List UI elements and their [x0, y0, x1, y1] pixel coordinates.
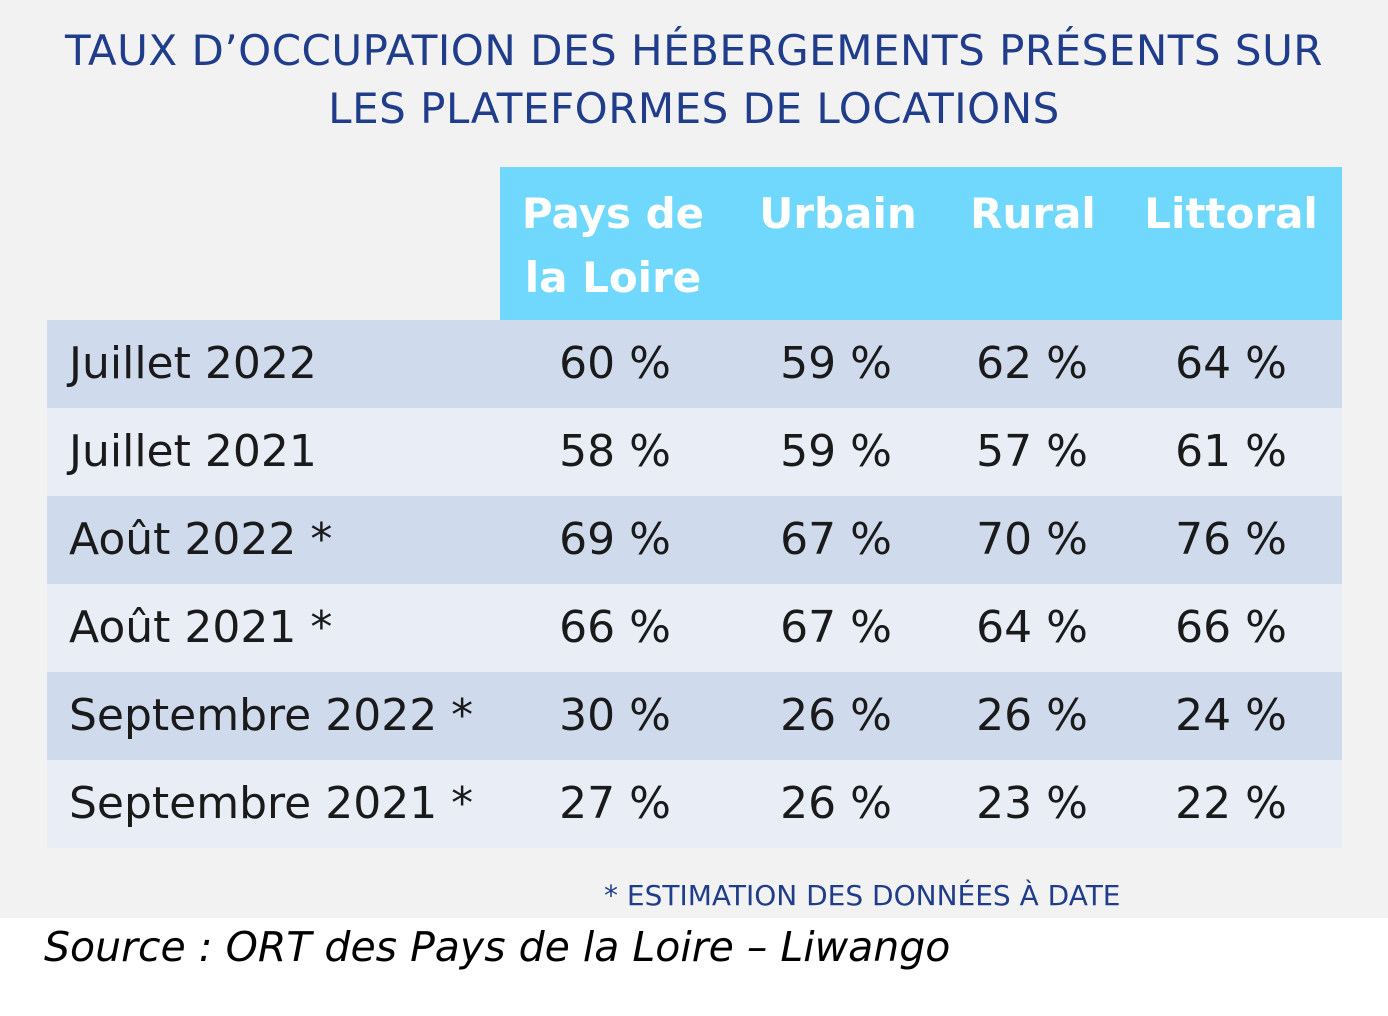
cell-urbain: 67 %	[780, 602, 892, 653]
column-header-urbain: Urbain	[740, 182, 936, 246]
cell-littoral: 61 %	[1175, 426, 1287, 477]
cell-urbain: 26 %	[780, 778, 892, 829]
slide-panel: TAUX D’OCCUPATION DES HÉBERGEMENTS PRÉSE…	[0, 0, 1388, 918]
cell-littoral: 66 %	[1175, 602, 1287, 653]
cell-pays-de-la-loire: 69 %	[559, 514, 671, 565]
column-header-rural: Rural	[950, 182, 1116, 246]
cell-rural: 26 %	[976, 690, 1088, 741]
column-header-line-2: la Loire	[524, 253, 702, 302]
title-line-2: LES PLATEFORMES DE LOCATIONS	[328, 84, 1060, 133]
column-header-line-1: Pays de	[521, 189, 705, 238]
cell-rural: 64 %	[976, 602, 1088, 653]
row-label: Juillet 2021	[69, 426, 317, 477]
row-label: Août 2022 *	[69, 514, 333, 565]
row-label: Septembre 2021 *	[69, 778, 474, 829]
table-row-juillet-2021: Juillet 2021 58 % 59 % 57 % 61 %	[47, 408, 1342, 496]
table-row-juillet-2022: Juillet 2022 60 % 59 % 62 % 64 %	[47, 320, 1342, 408]
row-label: Août 2021 *	[69, 602, 333, 653]
cell-urbain: 59 %	[780, 338, 892, 389]
cell-rural: 23 %	[976, 778, 1088, 829]
cell-pays-de-la-loire: 27 %	[559, 778, 671, 829]
cell-rural: 70 %	[976, 514, 1088, 565]
footnote-estimation: * ESTIMATION DES DONNÉES À DATE	[604, 879, 1121, 912]
cell-pays-de-la-loire: 66 %	[559, 602, 671, 653]
column-header-littoral: Littoral	[1130, 182, 1332, 246]
cell-pays-de-la-loire: 58 %	[559, 426, 671, 477]
table-row-aout-2022: Août 2022 * 69 % 67 % 70 % 76 %	[47, 496, 1342, 584]
cell-littoral: 64 %	[1175, 338, 1287, 389]
cell-pays-de-la-loire: 30 %	[559, 690, 671, 741]
cell-littoral: 22 %	[1175, 778, 1287, 829]
cell-urbain: 59 %	[780, 426, 892, 477]
table-header-band	[500, 167, 1342, 320]
cell-urbain: 67 %	[780, 514, 892, 565]
column-header-pays-de-la-loire: Pays de la Loire	[510, 182, 716, 310]
cell-littoral: 24 %	[1175, 690, 1287, 741]
table-row-septembre-2022: Septembre 2022 * 30 % 26 % 26 % 24 %	[47, 672, 1342, 760]
column-header-line-1: Urbain	[759, 189, 917, 238]
source-caption: Source : ORT des Pays de la Loire – Liwa…	[44, 923, 951, 971]
title-line-1: TAUX D’OCCUPATION DES HÉBERGEMENTS PRÉSE…	[64, 26, 1323, 75]
column-header-line-1: Littoral	[1144, 189, 1318, 238]
table-row-septembre-2021: Septembre 2021 * 27 % 26 % 23 % 22 %	[47, 760, 1342, 848]
table-row-aout-2021: Août 2021 * 66 % 67 % 64 % 66 %	[47, 584, 1342, 672]
cell-pays-de-la-loire: 60 %	[559, 338, 671, 389]
cell-littoral: 76 %	[1175, 514, 1287, 565]
row-label: Juillet 2022	[69, 338, 317, 389]
cell-urbain: 26 %	[780, 690, 892, 741]
page-title: TAUX D’OCCUPATION DES HÉBERGEMENTS PRÉSE…	[0, 22, 1388, 138]
column-header-line-1: Rural	[970, 189, 1096, 238]
cell-rural: 62 %	[976, 338, 1088, 389]
cell-rural: 57 %	[976, 426, 1088, 477]
row-label: Septembre 2022 *	[69, 690, 474, 741]
